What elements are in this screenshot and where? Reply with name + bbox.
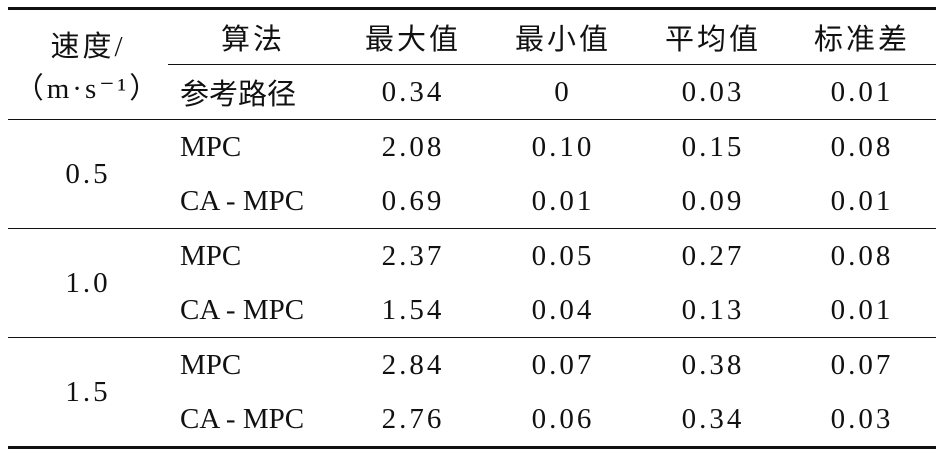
speed-header: 速度/ （m·s⁻¹） <box>8 7 168 120</box>
value-cell: 0.01 <box>830 75 894 108</box>
value-cell: 0.13 <box>681 293 745 326</box>
value-cell: 0.69 <box>381 184 445 217</box>
algorithm: MPC <box>168 337 338 392</box>
table-row: CA - MPC 0.69 0.01 0.09 0.01 <box>8 174 936 229</box>
algorithm: CA - MPC <box>180 184 305 217</box>
value-cell: 2.08 <box>338 119 488 174</box>
speed-cell: 1.5 <box>8 337 168 449</box>
speed-cell: 0.5 <box>8 119 168 229</box>
value-cell: 0.01 <box>830 184 894 217</box>
algorithm: CA - MPC <box>168 392 338 449</box>
table-row: 0.5 MPC 2.08 0.10 0.15 0.08 <box>8 119 936 229</box>
value-cell: 0.07 <box>488 337 638 392</box>
column-header: 最小值 <box>488 7 638 65</box>
table-row: 速度/ （m·s⁻¹） 算法 最大值 最小值 平均值 标准差 <box>8 7 936 120</box>
value-cell: 2.76 <box>338 392 488 449</box>
value-cell: 0.06 <box>488 392 638 449</box>
table-row: 1.0 MPC 2.37 0.05 0.27 0.08 <box>8 228 936 338</box>
value-cell: 0.27 <box>638 228 788 283</box>
value-cell: 0.10 <box>488 119 638 174</box>
algorithm: 参考路径 <box>180 79 297 111</box>
value-cell: 0.01 <box>830 293 894 326</box>
value-cell: 0 <box>554 75 572 108</box>
speed-header-text: （m·s⁻¹） <box>14 72 162 105</box>
table-row: CA - MPC 1.54 0.04 0.13 0.01 <box>8 283 936 338</box>
value-cell: 1.54 <box>381 293 445 326</box>
column-header: 标准差 <box>788 7 936 65</box>
value-cell: 0.08 <box>788 228 936 283</box>
value-cell: 0.34 <box>381 75 445 108</box>
value-cell: 0.01 <box>531 184 595 217</box>
table-row: 1.5 MPC 2.84 0.07 0.38 0.07 <box>8 337 936 449</box>
value-cell: 0.07 <box>788 337 936 392</box>
results-table: 速度/（m·s⁻¹） 算法 最大值 最小值 平均值 标准差 参考路径 0.34 0 0.03 0.0… <box>8 7 936 449</box>
column-header: 平均值 <box>638 7 788 65</box>
value-cell: 0.08 <box>788 119 936 174</box>
value-cell: 2.37 <box>338 228 488 283</box>
value-cell: 0.34 <box>638 392 788 449</box>
value-cell: 0.03 <box>681 75 745 108</box>
value-cell: 0.15 <box>638 119 788 174</box>
algorithm: MPC <box>168 228 338 283</box>
speed-header-text: 速度/ <box>50 30 126 63</box>
value-cell: 2.84 <box>338 337 488 392</box>
value-cell: 0.04 <box>531 293 595 326</box>
algorithm: CA - MPC <box>180 293 305 326</box>
algorithm: MPC <box>168 119 338 174</box>
value-cell: 0.09 <box>681 184 745 217</box>
speed-cell: 1.0 <box>8 228 168 338</box>
table-row: 参考路径 0.34 0 0.03 0.01 <box>8 65 936 120</box>
table-body: 速度/（m·s⁻¹） 算法 最大值 最小值 平均值 标准差 参考路径 0.34 0 0.03 0.0… <box>8 7 936 449</box>
value-cell: 0.03 <box>788 392 936 449</box>
table-row: CA - MPC 2.76 0.06 0.34 0.03 <box>8 392 936 449</box>
column-header: 最大值 <box>338 7 488 65</box>
value-cell: 0.38 <box>638 337 788 392</box>
value-cell: 0.05 <box>488 228 638 283</box>
column-header: 算法 <box>168 7 338 65</box>
